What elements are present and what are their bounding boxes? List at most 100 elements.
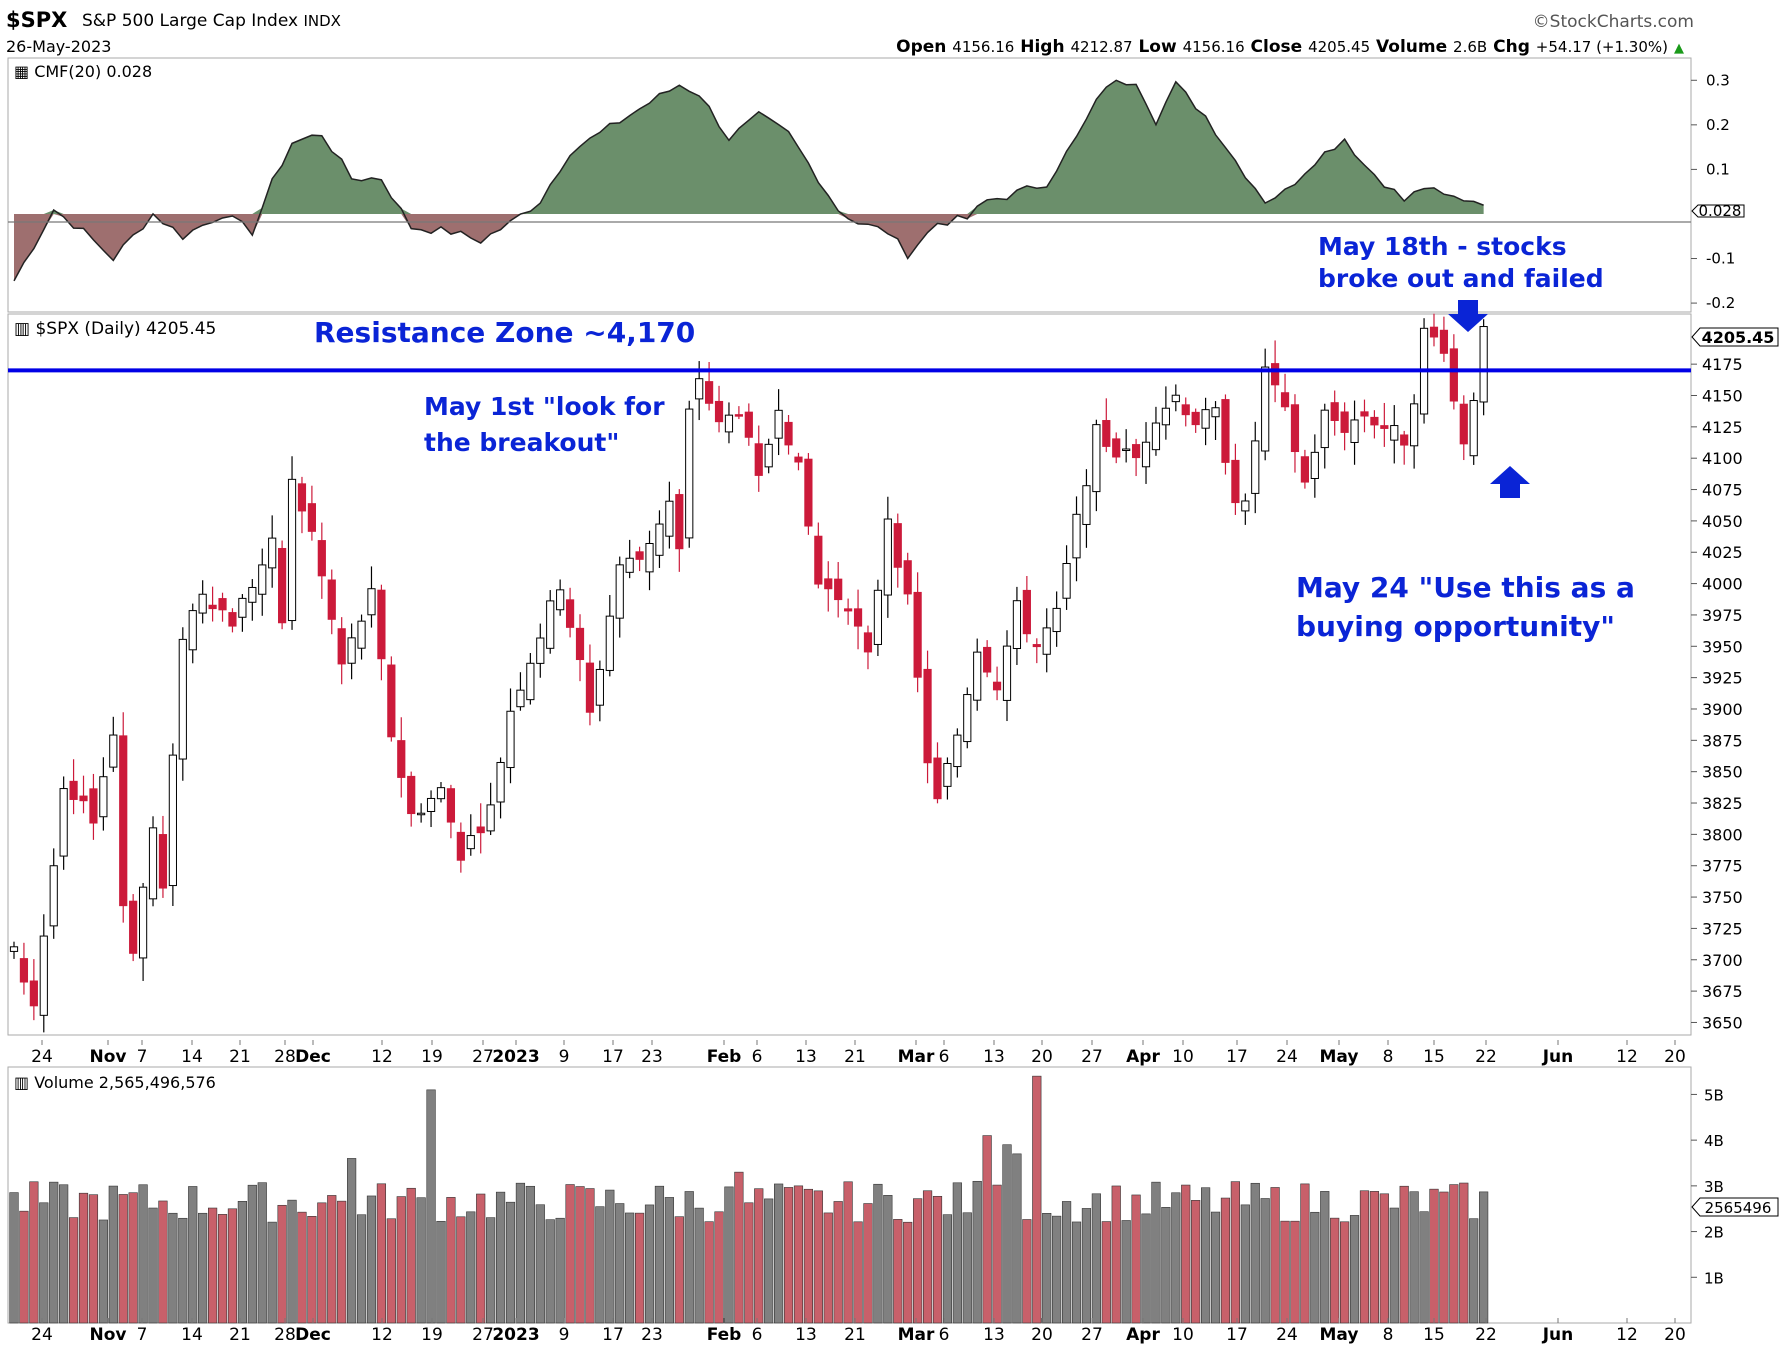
x-tick-label: 12 — [1616, 1047, 1638, 1067]
x-tick-label: 17 — [1226, 1047, 1248, 1067]
volume-bar — [992, 1184, 1002, 1324]
x-tick-label: Nov — [90, 1047, 127, 1067]
volume-bar — [764, 1198, 774, 1324]
volume-bar — [873, 1183, 883, 1324]
candle-body — [1161, 407, 1170, 426]
volume-bar — [327, 1195, 337, 1324]
volume-bar — [1151, 1181, 1161, 1324]
watermark-label: ©StockCharts.com — [1533, 12, 1694, 32]
x-tick-label: 2023 — [492, 1325, 539, 1345]
candle-body — [158, 834, 168, 889]
volume-bar — [267, 1221, 277, 1324]
candle-body — [1141, 441, 1151, 468]
ohlc-value: 4156.16 — [952, 38, 1014, 56]
volume-bar — [654, 1185, 665, 1324]
candle-body — [804, 458, 813, 527]
volume-bar — [1091, 1193, 1101, 1324]
candle-body — [476, 826, 485, 834]
cmf-tick-label: 0.3 — [1706, 71, 1730, 89]
volume-bar — [1240, 1204, 1250, 1324]
volume-bar — [982, 1135, 992, 1324]
volume-bar — [972, 1180, 982, 1324]
volume-bar — [88, 1194, 99, 1324]
x-tick-label: 27 — [472, 1047, 494, 1067]
candle-body — [575, 627, 585, 661]
candle-body — [1042, 627, 1051, 655]
x-tick-label: 7 — [137, 1047, 148, 1067]
candle-body — [1280, 392, 1290, 408]
volume-bar — [386, 1218, 396, 1324]
x-tick-label: 9 — [559, 1047, 570, 1067]
cmf-tick-label: -0.2 — [1706, 294, 1735, 312]
candle-body — [268, 537, 277, 569]
candle-body — [387, 664, 396, 738]
volume-bar — [1181, 1184, 1191, 1324]
volume-bar — [634, 1212, 645, 1324]
ohlc-value: +54.17 (+1.30%) — [1536, 38, 1668, 56]
volume-value-text: 2565496 — [1705, 1199, 1772, 1217]
candle-body — [1002, 645, 1012, 701]
candle-body — [1082, 485, 1091, 525]
price-tick-label: 3725 — [1702, 919, 1743, 938]
candle-body — [29, 980, 38, 1007]
volume-bar — [347, 1158, 357, 1324]
volume-bar — [823, 1212, 833, 1324]
x-tick-label: 24 — [1276, 1047, 1298, 1067]
x-tick-label: 27 — [472, 1325, 494, 1345]
candle-body — [1231, 459, 1240, 504]
candle-body — [1062, 562, 1071, 599]
breakout-down-arrow-icon — [1448, 300, 1488, 332]
volume-bar — [198, 1212, 208, 1324]
candle-body — [814, 535, 823, 585]
candle-body — [1211, 407, 1220, 418]
x-tick-label: Apr — [1126, 1325, 1160, 1345]
volume-bar — [317, 1202, 327, 1324]
volume-bar — [922, 1190, 933, 1324]
volume-bar — [237, 1201, 247, 1324]
price-tick-label: 4175 — [1702, 355, 1743, 374]
price-tick-label: 3975 — [1702, 606, 1743, 625]
candle-body — [546, 600, 555, 649]
change-up-icon: ▲ — [1674, 41, 1684, 56]
volume-bar — [605, 1189, 615, 1324]
ohlc-label: Close — [1245, 37, 1308, 57]
ohlc-summary: Open 4156.16 High 4212.87 Low 4156.16 Cl… — [896, 37, 1668, 57]
x-tick-label: 14 — [181, 1325, 203, 1345]
cmf-value-tag: 0.028 — [1691, 202, 1745, 220]
x-tick-label: 10 — [1172, 1047, 1194, 1067]
x-tick-label: 6 — [752, 1047, 763, 1067]
volume-bar — [1399, 1185, 1409, 1324]
may1-annotation-line1: May 1st "look for — [424, 392, 665, 421]
candle-body — [446, 788, 456, 823]
volume-bar — [466, 1211, 476, 1324]
ohlc-label: Volume — [1370, 37, 1453, 57]
candle-body — [1052, 607, 1061, 633]
candle-body — [1370, 416, 1379, 426]
x-tick-label: May — [1320, 1325, 1359, 1345]
volume-bar — [29, 1181, 39, 1324]
x-tick-label: 23 — [641, 1325, 663, 1345]
volume-bar — [138, 1184, 148, 1324]
cmf-label: ▦ CMF(20) 0.028 — [14, 62, 152, 81]
x-tick-label: 22 — [1475, 1325, 1497, 1345]
candle-body — [1221, 399, 1230, 463]
candle-body — [49, 865, 58, 927]
volume-bar — [426, 1089, 436, 1324]
x-tick-label: 21 — [229, 1047, 251, 1067]
cmf-value-text: 0.028 — [1699, 202, 1742, 220]
candle-body — [1310, 451, 1319, 480]
price-tick-label: 4000 — [1702, 575, 1743, 594]
candle-body — [1390, 425, 1399, 441]
volume-bar — [416, 1197, 426, 1324]
candle-body — [724, 414, 734, 433]
x-tick-label: 12 — [1616, 1325, 1638, 1345]
volume-bar — [1161, 1207, 1171, 1324]
candle-body — [89, 788, 98, 824]
volume-bar — [307, 1216, 317, 1324]
candle-body — [983, 646, 992, 673]
x-tick-label: Jun — [1542, 1047, 1574, 1067]
candle-body — [784, 421, 793, 446]
price-tick-label: 3800 — [1702, 825, 1743, 844]
volume-bar — [217, 1214, 228, 1324]
